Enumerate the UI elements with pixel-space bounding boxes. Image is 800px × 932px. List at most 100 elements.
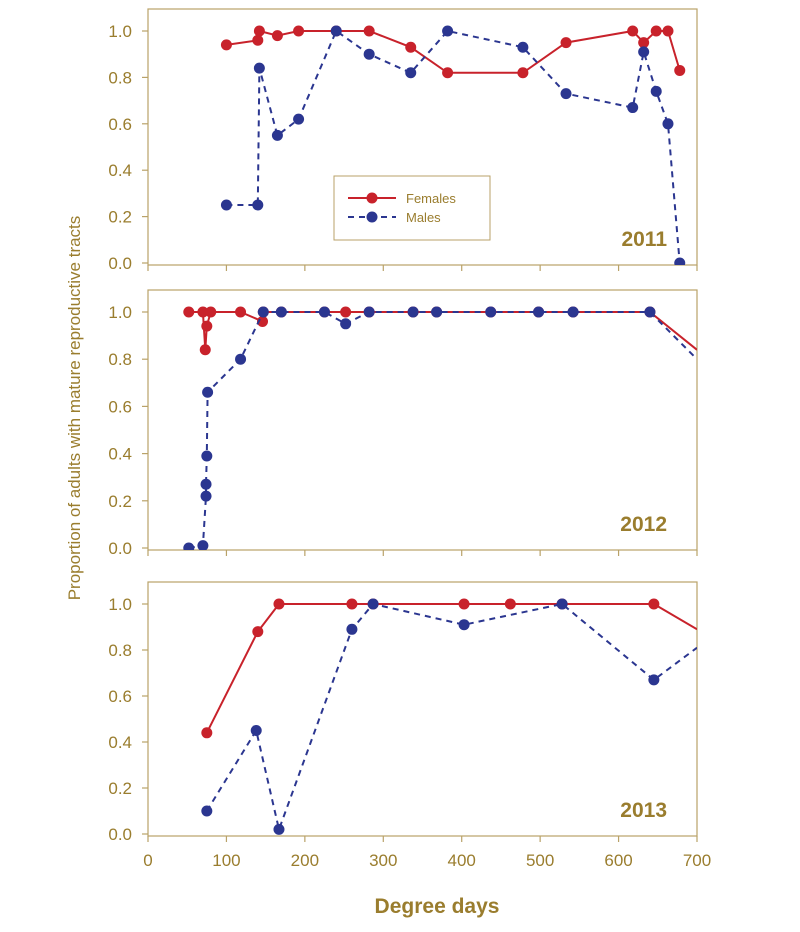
y-tick-label: 0.8: [108, 68, 132, 87]
data-point-males: [442, 25, 454, 37]
data-point-females: [674, 64, 686, 76]
data-point-males: [202, 386, 214, 398]
data-point-males: [330, 25, 342, 37]
data-point-males: [638, 46, 650, 58]
y-tick-label: 1.0: [108, 595, 132, 614]
y-tick-label: 0.2: [108, 208, 132, 227]
y-tick-label: 0.6: [108, 687, 132, 706]
data-point-males: [648, 674, 660, 686]
data-point-males: [431, 306, 443, 318]
data-point-males: [556, 598, 568, 610]
data-point-females: [650, 25, 662, 37]
y-tick-label: 0.6: [108, 397, 132, 416]
x-tick-label: 0: [143, 851, 152, 870]
data-point-females: [638, 37, 650, 49]
series-layer: [183, 306, 697, 550]
legend-label-males: Males: [406, 210, 441, 225]
data-point-females: [560, 37, 572, 49]
legend: Females Males: [333, 175, 491, 241]
y-tick-label: 0.0: [108, 539, 132, 558]
series-line-males: [226, 29, 681, 264]
data-point-females: [183, 306, 195, 318]
data-point-males: [201, 805, 213, 817]
data-point-males: [560, 88, 572, 100]
data-point-females: [257, 315, 269, 327]
data-point-males: [674, 257, 686, 265]
panel-frame: [147, 8, 698, 266]
data-point-females: [504, 598, 516, 610]
legend-label-females: Females: [406, 191, 456, 206]
data-point-males: [567, 306, 579, 318]
data-point-females: [235, 306, 247, 318]
x-tick-label: 400: [448, 851, 476, 870]
data-point-males: [183, 542, 195, 550]
data-point-females: [340, 306, 352, 318]
data-point-females: [648, 598, 660, 610]
data-point-males: [458, 619, 470, 631]
series-line-females: [205, 603, 697, 734]
panel-frame: [147, 289, 698, 551]
data-point-males: [340, 318, 352, 330]
data-point-females: [627, 25, 639, 37]
data-point-males: [200, 490, 212, 502]
data-point-females: [199, 344, 211, 356]
x-tick-label: 600: [604, 851, 632, 870]
series-layer: [201, 598, 697, 835]
x-tick-label: 300: [369, 851, 397, 870]
data-point-males: [275, 306, 287, 318]
data-point-males: [200, 478, 212, 490]
panel-year-label: 2013: [620, 799, 667, 822]
data-point-males: [363, 48, 375, 60]
data-point-females: [363, 25, 375, 37]
data-point-males: [235, 353, 247, 365]
data-point-females: [442, 67, 454, 79]
panel-2011: 0.0 0.2 0.4 0.6 0.8 1.0 2011 Females Males: [108, 8, 698, 273]
legend-box: [333, 175, 491, 241]
data-point-males: [293, 113, 305, 125]
data-point-males: [405, 67, 417, 79]
legend-marker-females: [366, 192, 378, 204]
data-point-males: [318, 306, 330, 318]
data-point-females: [252, 34, 264, 46]
y-axis-title: Proportion of adults with mature reprodu…: [65, 216, 84, 601]
data-point-males: [367, 598, 379, 610]
data-point-females: [517, 67, 529, 79]
data-point-females: [197, 306, 209, 318]
data-point-males: [517, 41, 529, 53]
data-point-males: [271, 129, 283, 141]
data-point-males: [257, 306, 269, 318]
x-tick-label: 100: [212, 851, 240, 870]
data-point-males: [662, 118, 674, 130]
data-point-males: [407, 306, 419, 318]
data-point-males: [485, 306, 497, 318]
data-point-males: [363, 306, 375, 318]
panel-year-label: 2011: [621, 228, 667, 251]
data-point-males: [650, 85, 662, 97]
y-tick-label: 0.0: [108, 254, 132, 273]
data-point-females: [273, 598, 285, 610]
data-point-females: [220, 39, 232, 51]
data-point-males: [250, 725, 262, 736]
data-point-females: [271, 30, 283, 42]
panel-2012: 0.0 0.2 0.4 0.6 0.8 1.0 2012: [108, 289, 698, 558]
y-tick-label: 0.4: [108, 445, 132, 464]
panel-2013: 0.0 0.2 0.4 0.6 0.8 1.0 2013: [108, 581, 698, 844]
x-tick-label: 200: [291, 851, 319, 870]
data-point-males: [644, 306, 656, 318]
x-tick-label: 700: [683, 851, 711, 870]
data-point-males: [252, 199, 264, 211]
data-point-males: [533, 306, 545, 318]
data-point-males: [346, 623, 358, 635]
y-tick-label: 1.0: [108, 303, 132, 322]
y-tick-label: 0.4: [108, 733, 132, 752]
y-tick-label: 0.8: [108, 641, 132, 660]
data-point-males: [220, 199, 232, 211]
y-tick-label: 0.6: [108, 115, 132, 134]
data-point-females: [405, 41, 417, 53]
y-tick-label: 0.0: [108, 825, 132, 844]
x-axis-title: Degree days: [375, 895, 500, 918]
data-point-females: [201, 320, 213, 332]
data-point-males: [197, 540, 209, 550]
